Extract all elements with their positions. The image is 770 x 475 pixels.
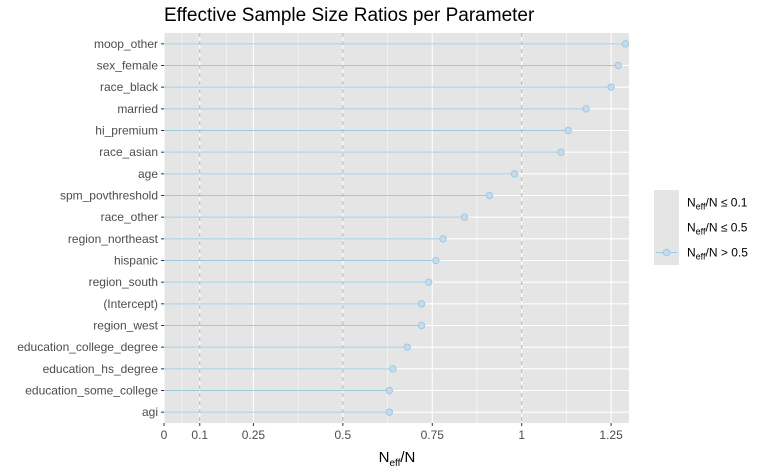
x-tick-label: 0.25 xyxy=(242,428,266,442)
point-married xyxy=(582,105,590,113)
point-race_asian xyxy=(557,148,565,156)
point-(Intercept) xyxy=(417,300,426,308)
legend-label: Neff/N ≤ 0.1 xyxy=(687,196,748,212)
y-tick-label: moop_other xyxy=(94,37,158,51)
legend-point xyxy=(662,248,671,257)
y-tick-label: hispanic xyxy=(114,254,158,268)
y-tick-label: race_asian xyxy=(99,145,158,159)
point-spm_povthreshold xyxy=(485,191,494,200)
point-education_hs_degree xyxy=(389,365,397,373)
lollipop-points xyxy=(385,40,630,416)
y-tick-label: region_northeast xyxy=(68,232,159,246)
x-ticks: 0 0.1 0.25 0.5 0.75 1 1.25 xyxy=(161,423,623,442)
point-hispanic xyxy=(432,256,440,265)
y-tick-label: region_west xyxy=(93,319,158,333)
y-tick-label: (Intercept) xyxy=(103,297,158,311)
x-tick-label: 0 xyxy=(161,428,168,442)
chart-title: Effective Sample Size Ratios per Paramet… xyxy=(164,5,535,26)
x-tick-label: 0.5 xyxy=(335,428,352,442)
x-tick-label: 1.25 xyxy=(599,428,623,442)
legend: Neff/N ≤ 0.1 Neff/N ≤ 0.5 Neff/N > 0.5 xyxy=(654,190,748,265)
point-moop_other xyxy=(621,40,630,48)
legend-key xyxy=(654,215,679,240)
y-tick-label: married xyxy=(117,102,158,116)
y-tick-label: education_college_degree xyxy=(17,340,158,354)
point-age xyxy=(510,170,519,178)
y-tick-label: hi_premium xyxy=(95,124,158,138)
lollipop-stems xyxy=(164,43,626,413)
point-race_other xyxy=(460,213,469,221)
y-tick-label: race_other xyxy=(101,210,158,224)
y-tick-label: age xyxy=(138,167,158,181)
legend-key xyxy=(654,190,679,215)
x-tick-label: 1 xyxy=(518,428,525,442)
legend-label: Neff/N > 0.5 xyxy=(687,246,748,262)
point-agi xyxy=(385,408,394,416)
x-axis-label: Neff/N xyxy=(379,449,416,469)
plot-panel xyxy=(164,33,629,423)
y-tick-label: race_black xyxy=(100,80,159,94)
point-region_northeast xyxy=(439,235,447,243)
reference-lines xyxy=(199,33,523,423)
y-tick-label: sex_female xyxy=(97,59,159,73)
point-race_black xyxy=(607,83,615,91)
point-education_some_college xyxy=(385,386,394,395)
y-tick-label: region_south xyxy=(89,275,158,289)
point-hi_premium xyxy=(564,126,572,135)
y-tick-label: spm_povthreshold xyxy=(60,189,158,203)
y-tick-label: agi xyxy=(142,405,158,419)
point-region_south xyxy=(424,278,433,286)
x-tick-label: 0.75 xyxy=(421,428,445,442)
point-education_college_degree xyxy=(403,343,411,351)
x-tick-label: 0.1 xyxy=(191,428,208,442)
y-tick-label: education_some_college xyxy=(25,384,158,398)
y-tick-label: education_hs_degree xyxy=(43,362,159,376)
legend-label: Neff/N ≤ 0.5 xyxy=(687,221,748,237)
point-sex_female xyxy=(614,61,622,70)
point-region_west xyxy=(417,321,426,330)
